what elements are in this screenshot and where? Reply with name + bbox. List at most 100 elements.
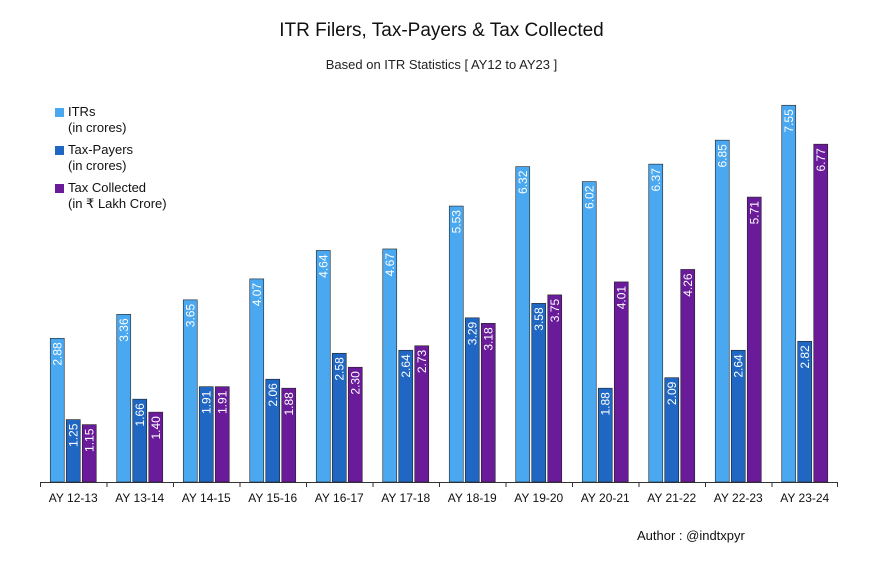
bar-value-label: 2.06 bbox=[266, 383, 280, 407]
legend-label-itrs: ITRs bbox=[68, 104, 96, 119]
bar-value-label: 1.40 bbox=[149, 416, 163, 440]
bar-value-label: 4.26 bbox=[681, 273, 695, 297]
bar-tax-collected-7[interactable] bbox=[480, 323, 496, 483]
bar-tax-payers-7[interactable] bbox=[464, 317, 480, 483]
bar-value-label: 2.82 bbox=[798, 345, 812, 369]
bar-value-label: 6.32 bbox=[516, 170, 530, 194]
bar-itrs-8[interactable] bbox=[515, 166, 531, 483]
bar-tax-payers-10[interactable] bbox=[664, 377, 680, 483]
category-label: AY 18-19 bbox=[448, 491, 497, 505]
bar-tax-collected-9[interactable] bbox=[613, 281, 629, 483]
bar-value-label: 4.64 bbox=[316, 254, 330, 278]
category-label: AY 17-18 bbox=[381, 491, 430, 505]
bar-value-label: 1.15 bbox=[82, 428, 96, 452]
legend-swatch-tax-payers bbox=[55, 146, 64, 155]
bar-itrs-7[interactable] bbox=[448, 205, 464, 483]
legend-unit-itrs: (in crores) bbox=[68, 120, 127, 135]
bar-itrs-9[interactable] bbox=[581, 181, 597, 483]
bar-itrs-6[interactable] bbox=[382, 248, 398, 483]
legend-label-tax-payers: Tax-Payers bbox=[68, 142, 134, 157]
legend-item-itrs[interactable]: ITRs (in crores) bbox=[55, 104, 167, 136]
bar-tax-collected-2[interactable] bbox=[148, 411, 164, 483]
category-label: AY 22-23 bbox=[714, 491, 763, 505]
bar-tax-collected-4[interactable] bbox=[281, 387, 297, 483]
legend-unit-tax-collected: (in ₹ Lakh Crore) bbox=[68, 196, 167, 211]
bar-tax-collected-8[interactable] bbox=[547, 294, 563, 483]
category-label: AY 14-15 bbox=[182, 491, 231, 505]
legend-swatch-tax-collected bbox=[55, 184, 64, 193]
bar-value-label: 4.67 bbox=[383, 253, 397, 277]
bar-tax-payers-3[interactable] bbox=[198, 386, 214, 483]
bar-value-label: 4.01 bbox=[614, 286, 628, 310]
legend: ITRs (in crores) Tax-Payers (in crores) … bbox=[55, 104, 167, 218]
bar-value-label: 3.65 bbox=[183, 304, 197, 328]
legend-item-tax-collected[interactable]: Tax Collected (in ₹ Lakh Crore) bbox=[55, 180, 167, 212]
category-label: AY 20-21 bbox=[581, 491, 630, 505]
bar-value-label: 5.71 bbox=[747, 201, 761, 225]
bar-tax-payers-4[interactable] bbox=[265, 378, 281, 483]
category-label: AY 12-13 bbox=[49, 491, 98, 505]
bar-value-label: 1.66 bbox=[133, 403, 147, 427]
category-label: AY 16-17 bbox=[315, 491, 364, 505]
bar-value-label: 1.88 bbox=[598, 392, 612, 416]
bar-value-label: 2.64 bbox=[399, 354, 413, 378]
bar-tax-collected-5[interactable] bbox=[347, 366, 363, 483]
category-label: AY 15-16 bbox=[248, 491, 297, 505]
bar-value-label: 6.02 bbox=[582, 185, 596, 209]
bar-value-label: 3.36 bbox=[117, 318, 131, 342]
category-label: AY 13-14 bbox=[115, 491, 164, 505]
bar-tax-payers-9[interactable] bbox=[597, 387, 613, 483]
bar-tax-collected-1[interactable] bbox=[81, 424, 97, 483]
bar-value-label: 2.64 bbox=[731, 354, 745, 378]
bar-value-label: 2.30 bbox=[348, 371, 362, 395]
bar-tax-payers-6[interactable] bbox=[398, 349, 414, 483]
bar-tax-collected-10[interactable] bbox=[680, 269, 696, 483]
bar-value-label: 2.88 bbox=[50, 342, 64, 366]
bar-itrs-2[interactable] bbox=[116, 314, 132, 483]
category-label: AY 19-20 bbox=[514, 491, 563, 505]
bar-tax-collected-12[interactable] bbox=[813, 143, 829, 483]
bar-tax-payers-12[interactable] bbox=[797, 340, 813, 483]
bar-value-label: 1.91 bbox=[215, 390, 229, 414]
bar-value-label: 6.77 bbox=[814, 148, 828, 172]
bar-value-label: 3.29 bbox=[465, 322, 479, 346]
bar-tax-payers-5[interactable] bbox=[331, 352, 347, 483]
bar-value-label: 3.18 bbox=[481, 327, 495, 351]
bar-tax-collected-11[interactable] bbox=[746, 196, 762, 483]
legend-item-tax-payers[interactable]: Tax-Payers (in crores) bbox=[55, 142, 167, 174]
bar-tax-payers-2[interactable] bbox=[132, 398, 148, 483]
chart-subtitle: Based on ITR Statistics [ AY12 to AY23 ] bbox=[325, 57, 558, 72]
bar-value-label: 1.88 bbox=[282, 392, 296, 416]
bar-itrs-4[interactable] bbox=[249, 278, 265, 483]
bar-value-label: 6.37 bbox=[649, 168, 663, 192]
bar-itrs-3[interactable] bbox=[182, 299, 198, 483]
bar-tax-collected-6[interactable] bbox=[414, 345, 430, 483]
bar-itrs-12[interactable] bbox=[781, 104, 797, 483]
bar-value-label: 3.75 bbox=[548, 299, 562, 323]
bar-value-label: 1.25 bbox=[66, 423, 80, 447]
chart-title: ITR Filers, Tax-Payers & Tax Collected bbox=[279, 20, 604, 41]
bar-value-label: 6.85 bbox=[715, 144, 729, 168]
bar-value-label: 1.91 bbox=[199, 390, 213, 414]
bar-value-label: 5.53 bbox=[449, 210, 463, 234]
bar-tax-payers-1[interactable] bbox=[65, 419, 81, 483]
bar-value-label: 2.58 bbox=[332, 357, 346, 381]
legend-unit-tax-payers: (in crores) bbox=[68, 158, 127, 173]
bar-itrs-5[interactable] bbox=[315, 250, 331, 483]
category-label: AY 21-22 bbox=[647, 491, 696, 505]
legend-label-tax-collected: Tax Collected bbox=[68, 180, 147, 195]
bar-value-label: 3.58 bbox=[532, 307, 546, 331]
bar-itrs-11[interactable] bbox=[714, 139, 730, 483]
bar-value-label: 7.55 bbox=[782, 109, 796, 133]
bar-tax-payers-11[interactable] bbox=[730, 349, 746, 483]
bar-tax-payers-8[interactable] bbox=[531, 303, 547, 483]
legend-swatch-itrs bbox=[55, 108, 64, 117]
category-label: AY 23-24 bbox=[780, 491, 829, 505]
bar-tax-collected-3[interactable] bbox=[214, 386, 230, 483]
bar-itrs-10[interactable] bbox=[648, 163, 664, 483]
author-credit: Author : @indtxpyr bbox=[637, 528, 745, 543]
bar-itrs-1[interactable] bbox=[49, 337, 65, 483]
bar-value-label: 2.73 bbox=[415, 349, 429, 373]
bar-value-label: 4.07 bbox=[250, 283, 264, 307]
